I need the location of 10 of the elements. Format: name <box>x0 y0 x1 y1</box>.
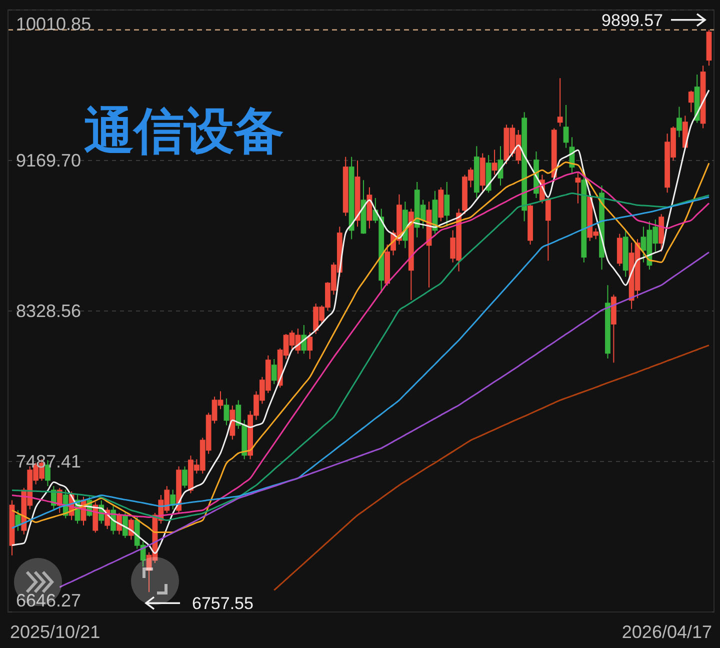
y-tick-label: 6646.27 <box>16 590 82 611</box>
text: 2025/10/21 <box>10 622 100 642</box>
y-tick-label: 7487.41 <box>16 451 82 472</box>
y-tick-label: 10010.85 <box>16 14 92 34</box>
annotation: 9899.57 <box>602 10 663 30</box>
text: 通信设备 <box>84 103 284 159</box>
y-tick-label: 9169.70 <box>16 150 82 170</box>
annotation: 6757.55 <box>192 594 254 614</box>
y-tick-label: 8328.56 <box>16 300 82 321</box>
text: 2026/04/17 <box>622 622 712 642</box>
